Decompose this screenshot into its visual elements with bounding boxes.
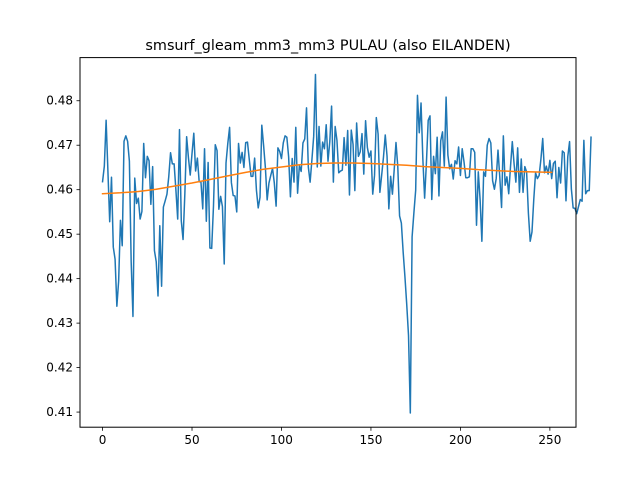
series-line-1 (101, 73, 592, 414)
y-axis: 0.41 0.42 0.43 0.44 0.45 0.46 0.47 0.48 (46, 94, 80, 419)
chart-title: smsurf_gleam_mm3_mm3 PULAU (also EILANDE… (145, 38, 510, 54)
x-tick-label: 200 (449, 433, 472, 447)
series-line-2 (101, 162, 553, 195)
x-tick-label: 0 (99, 433, 107, 447)
x-tick-label: 150 (359, 433, 382, 447)
y-tick-label: 0.48 (46, 94, 73, 108)
y-tick-label: 0.47 (46, 138, 73, 152)
y-tick-label: 0.41 (46, 405, 73, 419)
plot-frame (79, 57, 577, 428)
x-tick-label: 250 (538, 433, 561, 447)
plot-lines (101, 73, 592, 414)
x-tick-label: 50 (184, 433, 199, 447)
y-tick-label: 0.42 (46, 361, 73, 375)
y-tick-label: 0.45 (46, 227, 73, 241)
y-tick-label: 0.43 (46, 316, 73, 330)
y-tick-label: 0.44 (46, 272, 73, 286)
x-axis: 0 50 100 150 200 250 (99, 427, 561, 447)
y-tick-label: 0.46 (46, 183, 73, 197)
x-tick-label: 100 (270, 433, 293, 447)
